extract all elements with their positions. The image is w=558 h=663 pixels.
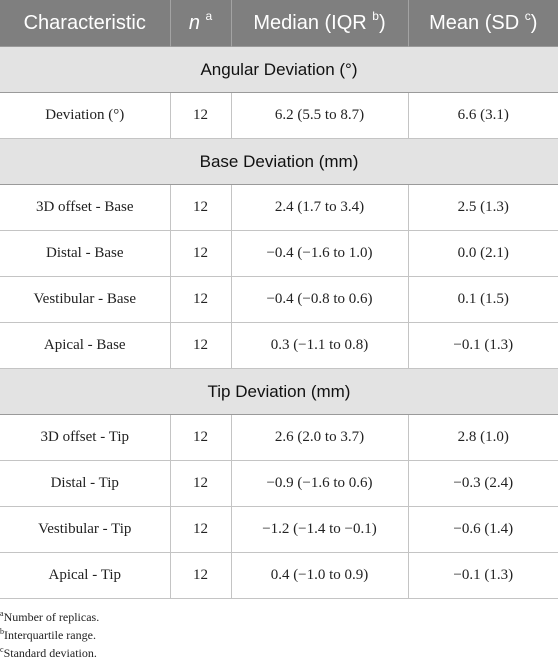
cell-characteristic: 3D offset - Tip xyxy=(0,414,171,461)
header-n-footnote-mark: a xyxy=(205,8,213,23)
header-mean-footnote-mark: c xyxy=(524,8,531,23)
cell-mean: 0.1 (1.5) xyxy=(407,276,558,323)
cell-characteristic: Apical - Tip xyxy=(0,552,171,599)
table-row: Distal - Base 12 −0.4 (−1.6 to 1.0) 0.0 (2.… xyxy=(0,230,558,277)
header-mean: Mean (SD c) xyxy=(407,0,558,47)
header-mean-label: Mean (SD xyxy=(429,11,525,34)
cell-n: 12 xyxy=(169,184,232,231)
table-row: Apical - Tip 12 0.4 (−1.0 to 0.9) −0.1 (1.3… xyxy=(0,552,558,599)
cell-mean: −0.1 (1.3) xyxy=(407,322,558,369)
footnote-mark: c xyxy=(0,645,4,654)
header-median-close: ) xyxy=(378,11,386,34)
cell-n: 12 xyxy=(169,552,232,599)
table-row: Deviation (°) 12 6.2 (5.5 to 8.7) 6.6 (3.1) xyxy=(0,92,558,139)
footnote-text: Interquartile range. xyxy=(4,628,96,642)
header-median: Median (IQR b) xyxy=(230,0,408,47)
cell-n: 12 xyxy=(169,230,232,277)
cell-n: 12 xyxy=(169,414,232,461)
cell-mean: 2.8 (1.0) xyxy=(407,414,558,461)
table-row: Distal - Tip 12 −0.9 (−1.6 to 0.6) −0.3 (2.… xyxy=(0,460,558,507)
section-title: Tip Deviation (mm) xyxy=(0,368,558,415)
cell-mean: 6.6 (3.1) xyxy=(407,92,558,139)
table-row: Apical - Base 12 0.3 (−1.1 to 0.8) −0.1 (1.… xyxy=(0,322,558,369)
table-row: Vestibular - Base 12 −0.4 (−0.8 to 0.6) 0.1… xyxy=(0,276,558,323)
cell-characteristic: Vestibular - Base xyxy=(0,276,171,323)
footnote-text: Standard deviation. xyxy=(3,646,97,660)
section-header-row: Tip Deviation (mm) xyxy=(0,368,558,415)
cell-n: 12 xyxy=(169,92,232,139)
header-median-label: Median (IQR xyxy=(253,11,373,34)
header-n: n a xyxy=(169,0,231,47)
cell-characteristic: Apical - Base xyxy=(0,322,171,369)
footnote: bInterquartile range. xyxy=(0,626,99,644)
footnote-text: Number of replicas. xyxy=(3,610,100,624)
section-header-row: Angular Deviation (°) xyxy=(0,46,558,93)
header-characteristic: Characteristic xyxy=(0,0,170,47)
footnote-mark: a xyxy=(0,609,4,618)
cell-mean: −0.1 (1.3) xyxy=(407,552,558,599)
cell-n: 12 xyxy=(169,460,232,507)
cell-characteristic: 3D offset - Base xyxy=(0,184,171,231)
cell-mean: 2.5 (1.3) xyxy=(407,184,558,231)
cell-median: 0.4 (−1.0 to 0.9) xyxy=(230,552,409,599)
statistics-table: Characteristic n a Median (IQR b) Mean (… xyxy=(0,0,558,599)
cell-n: 12 xyxy=(169,506,232,553)
cell-mean: −0.6 (1.4) xyxy=(407,506,558,553)
cell-median: 0.3 (−1.1 to 0.8) xyxy=(230,322,409,369)
cell-median: −0.9 (−1.6 to 0.6) xyxy=(230,460,409,507)
table-body: Angular Deviation (°) Deviation (°) 12 6.2 … xyxy=(0,46,558,599)
cell-characteristic: Deviation (°) xyxy=(0,92,171,139)
cell-characteristic: Distal - Tip xyxy=(0,460,171,507)
header-mean-close: ) xyxy=(530,11,538,34)
footnote-mark: b xyxy=(0,627,4,636)
cell-characteristic: Vestibular - Tip xyxy=(0,506,171,553)
section-header-row: Base Deviation (mm) xyxy=(0,138,558,185)
footnote: aNumber of replicas. xyxy=(0,608,99,626)
header-characteristic-label: Characteristic xyxy=(23,11,146,34)
cell-median: −1.2 (−1.4 to −0.1) xyxy=(230,506,409,553)
footnotes: aNumber of replicas. bInterquartile range… xyxy=(0,608,99,662)
header-median-footnote-mark: b xyxy=(372,8,379,23)
header-n-label: n xyxy=(188,11,200,34)
section-title: Base Deviation (mm) xyxy=(0,138,558,185)
cell-characteristic: Distal - Base xyxy=(0,230,171,277)
cell-median: 2.4 (1.7 to 3.4) xyxy=(230,184,409,231)
section-title: Angular Deviation (°) xyxy=(0,46,558,93)
cell-mean: 0.0 (2.1) xyxy=(407,230,558,277)
table-row: 3D offset - Tip 12 2.6 (2.0 to 3.7) 2.8 (1.… xyxy=(0,414,558,461)
footnote: cStandard deviation. xyxy=(0,644,99,662)
header-row: Characteristic n a Median (IQR b) Mean (… xyxy=(0,0,558,47)
cell-n: 12 xyxy=(169,322,232,369)
cell-median: −0.4 (−0.8 to 0.6) xyxy=(230,276,409,323)
cell-mean: −0.3 (2.4) xyxy=(407,460,558,507)
cell-median: 2.6 (2.0 to 3.7) xyxy=(230,414,409,461)
cell-median: −0.4 (−1.6 to 1.0) xyxy=(230,230,409,277)
cell-n: 12 xyxy=(169,276,232,323)
table-row: Vestibular - Tip 12 −1.2 (−1.4 to −0.1) −0.… xyxy=(0,506,558,553)
cell-median: 6.2 (5.5 to 8.7) xyxy=(230,92,409,139)
table-row: 3D offset - Base 12 2.4 (1.7 to 3.4) 2.5 (1… xyxy=(0,184,558,231)
